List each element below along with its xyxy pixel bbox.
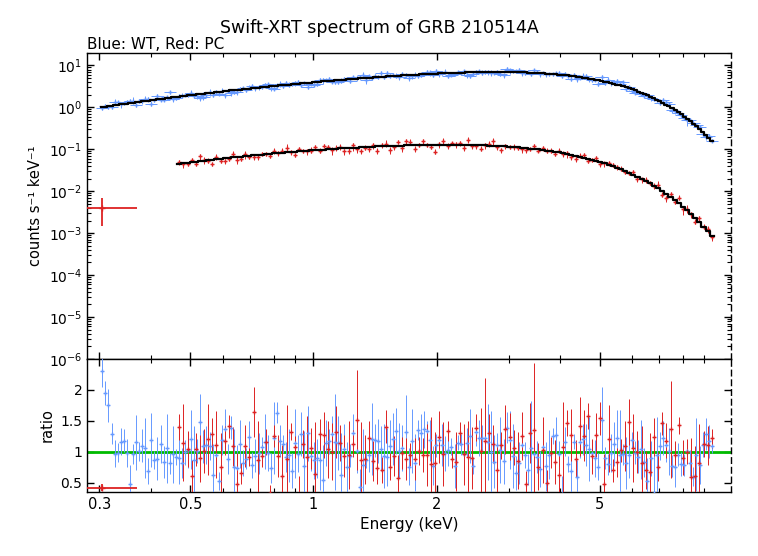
Text: Blue: WT, Red: PC: Blue: WT, Red: PC xyxy=(87,37,224,52)
Y-axis label: ratio: ratio xyxy=(39,409,55,443)
Text: Swift-XRT spectrum of GRB 210514A: Swift-XRT spectrum of GRB 210514A xyxy=(220,19,538,37)
X-axis label: Energy (keV): Energy (keV) xyxy=(360,518,459,533)
Y-axis label: counts s⁻¹ keV⁻¹: counts s⁻¹ keV⁻¹ xyxy=(28,146,43,266)
